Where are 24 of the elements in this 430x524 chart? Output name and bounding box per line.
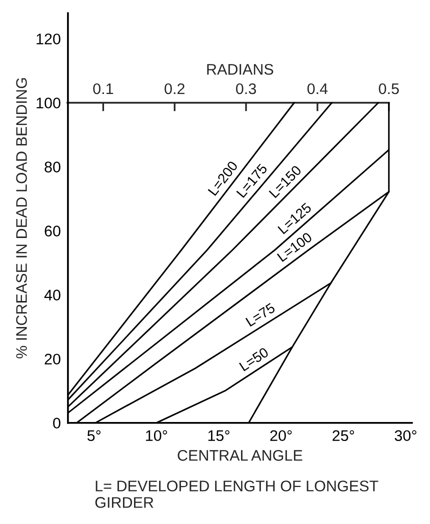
x2-axis-title: RADIANS [207, 64, 274, 75]
x2-tick-label: 0.2 [164, 83, 184, 94]
y-tick-label: 100 [36, 98, 60, 108]
x2-tick-label: 0.3 [236, 83, 256, 94]
x-tick-label: 25° [332, 430, 354, 442]
y-tick-label: 120 [36, 34, 60, 44]
x2-tick-label: 0.4 [307, 83, 328, 94]
text: L= DEVELOPED LENGTH OF LONGEST GIRDER [95, 480, 378, 508]
x-tick-label: 15° [208, 430, 230, 442]
y-tick-label: 40 [44, 290, 60, 300]
y-axis-title: % INCREASE IN DEAD LOAD BENDING [16, 78, 27, 358]
text: L=75 [245, 302, 276, 327]
x-tick-label: 10° [146, 430, 168, 442]
x-tick-label: 5° [87, 430, 100, 442]
x-tick-label: 20° [270, 430, 292, 442]
x-axis-title: CENTRAL ANGLE [178, 450, 302, 461]
x-tick-label: 30° [394, 430, 416, 442]
y-tick-label: 80 [44, 162, 60, 172]
y-tick-label: 0 [53, 418, 60, 429]
y-tick-label: 60 [44, 226, 60, 236]
text: L=50 [238, 346, 270, 372]
x2-tick-label: 0.1 [93, 83, 114, 94]
y-tick-label: 20 [44, 354, 60, 365]
x2-tick-label: 0.5 [378, 83, 399, 94]
